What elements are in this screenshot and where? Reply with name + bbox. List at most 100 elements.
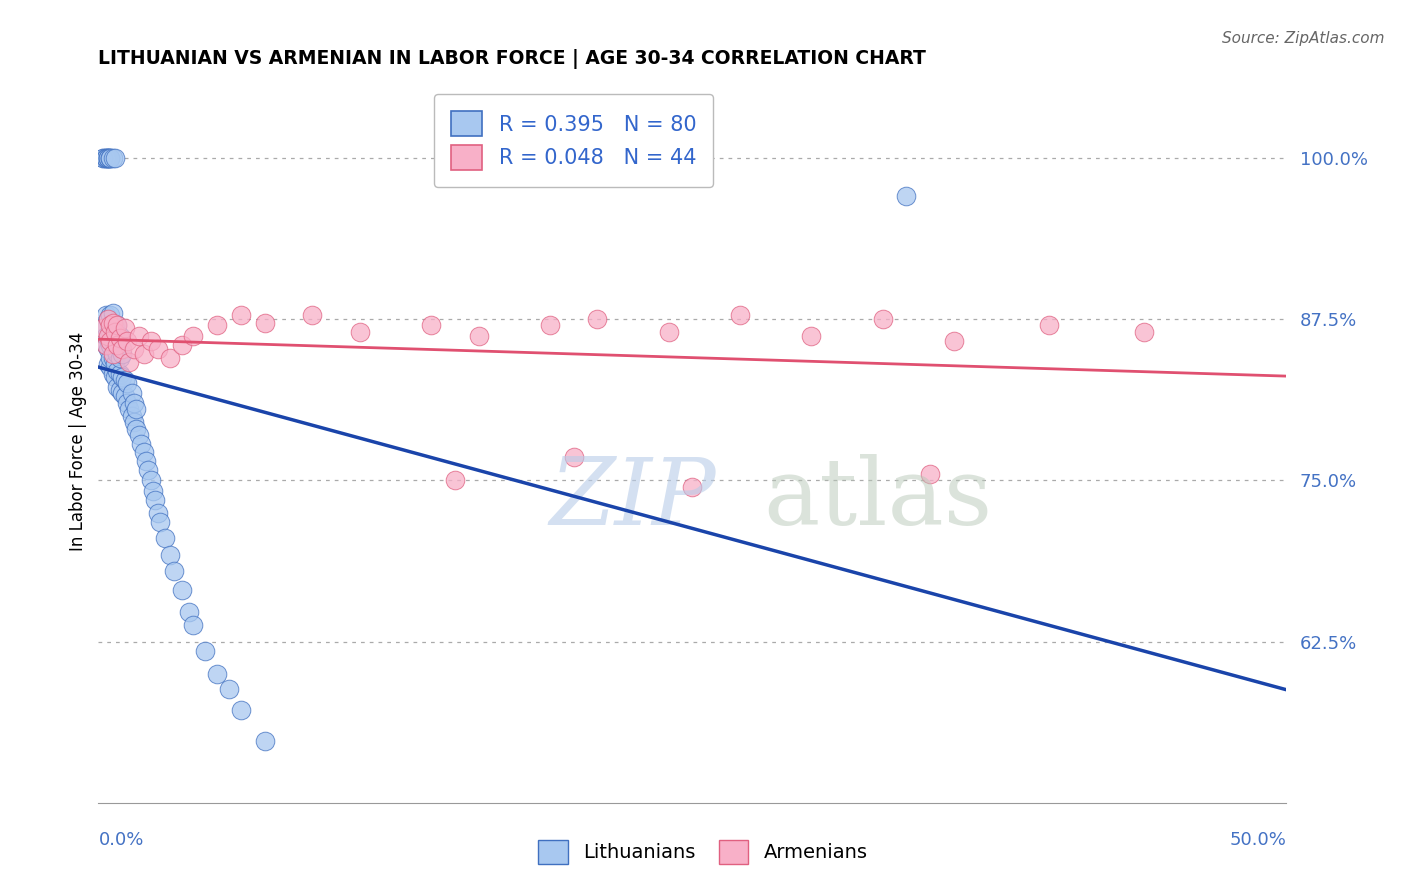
Point — [94, 151, 117, 165]
Point — [942, 334, 965, 348]
Point — [108, 328, 131, 343]
Point — [207, 318, 229, 333]
Point — [98, 151, 121, 165]
Point — [98, 308, 121, 322]
Point — [91, 151, 114, 165]
Point — [170, 582, 193, 597]
Point — [97, 151, 120, 165]
Point — [97, 312, 120, 326]
Text: 0.0%: 0.0% — [98, 831, 143, 849]
Point — [122, 396, 145, 410]
Point — [98, 318, 121, 333]
Point — [104, 357, 127, 371]
Point — [920, 467, 942, 481]
Point — [104, 370, 127, 384]
Point — [97, 151, 120, 165]
Point — [153, 531, 176, 545]
Point — [97, 357, 120, 371]
Point — [122, 415, 145, 429]
Point — [98, 151, 121, 165]
Point — [104, 342, 127, 356]
Point — [115, 376, 138, 391]
Legend: Lithuanians, Armenians: Lithuanians, Armenians — [529, 830, 877, 873]
Point — [104, 151, 127, 165]
Point — [183, 328, 205, 343]
Point — [253, 316, 276, 330]
Point — [159, 548, 181, 562]
Point — [139, 334, 162, 348]
Point — [101, 305, 124, 319]
Point — [101, 321, 124, 335]
Point — [139, 473, 162, 487]
Point — [562, 450, 585, 464]
Point — [121, 409, 143, 423]
Point — [107, 380, 129, 394]
Point — [94, 151, 117, 165]
Point — [145, 492, 167, 507]
Point — [98, 338, 121, 352]
Point — [420, 318, 443, 333]
Point — [128, 428, 150, 442]
Point — [97, 151, 120, 165]
Point — [98, 151, 121, 165]
Point — [146, 506, 169, 520]
Point — [114, 389, 136, 403]
Point — [101, 368, 124, 382]
Point — [94, 308, 117, 322]
Text: 50.0%: 50.0% — [1230, 831, 1286, 849]
Point — [107, 318, 129, 333]
Text: atlas: atlas — [763, 454, 993, 544]
Point — [91, 151, 114, 165]
Point — [97, 328, 120, 343]
Text: LITHUANIAN VS ARMENIAN IN LABOR FORCE | AGE 30-34 CORRELATION CHART: LITHUANIAN VS ARMENIAN IN LABOR FORCE | … — [98, 48, 927, 69]
Point — [108, 331, 131, 345]
Point — [1133, 325, 1156, 339]
Point — [111, 385, 134, 400]
Point — [146, 342, 169, 356]
Point — [91, 318, 114, 333]
Point — [111, 370, 134, 384]
Point — [101, 351, 124, 365]
Point — [132, 445, 155, 459]
Point — [149, 515, 172, 529]
Point — [97, 312, 120, 326]
Point — [467, 328, 489, 343]
Point — [98, 359, 121, 374]
Point — [132, 347, 155, 361]
Point — [229, 703, 252, 717]
Point — [104, 325, 127, 339]
Point — [114, 373, 136, 387]
Point — [94, 338, 117, 352]
Point — [896, 189, 918, 203]
Point — [586, 312, 609, 326]
Point — [101, 334, 124, 348]
Point — [94, 328, 117, 343]
Point — [121, 385, 143, 400]
Point — [94, 151, 117, 165]
Point — [301, 308, 323, 322]
Point — [122, 342, 145, 356]
Point — [444, 473, 467, 487]
Point — [107, 334, 129, 348]
Point — [91, 321, 114, 335]
Point — [349, 325, 371, 339]
Point — [177, 605, 200, 619]
Point — [118, 402, 141, 417]
Point — [1038, 318, 1060, 333]
Point — [108, 351, 131, 365]
Point — [107, 347, 129, 361]
Point — [101, 316, 124, 330]
Point — [125, 402, 148, 417]
Point — [538, 318, 561, 333]
Point — [194, 643, 217, 657]
Point — [800, 328, 823, 343]
Text: ZIP: ZIP — [550, 454, 717, 544]
Point — [218, 682, 240, 697]
Point — [94, 338, 117, 352]
Point — [107, 363, 129, 377]
Point — [125, 422, 148, 436]
Point — [728, 308, 751, 322]
Point — [101, 347, 124, 361]
Point — [253, 734, 276, 748]
Point — [101, 151, 124, 165]
